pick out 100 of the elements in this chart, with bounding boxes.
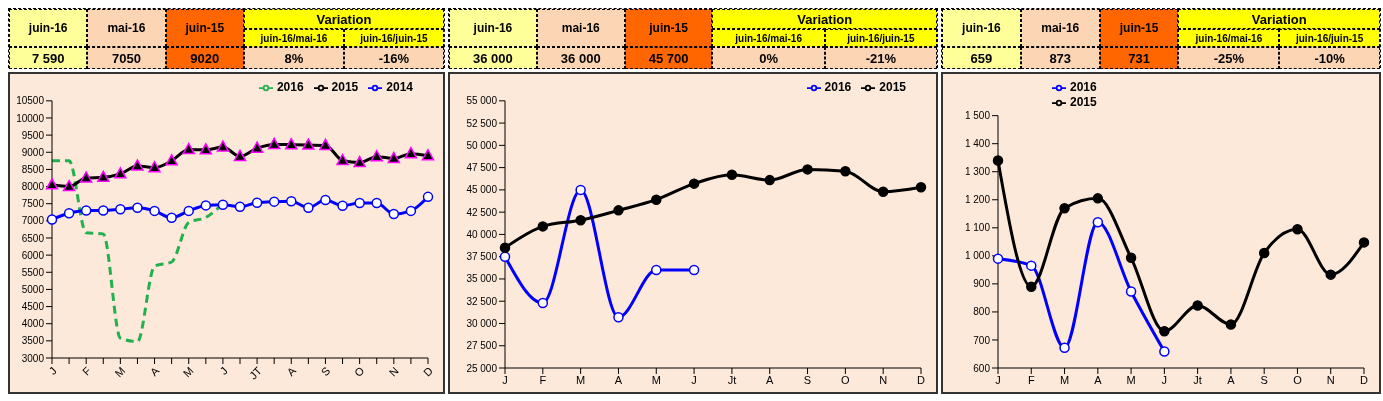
point — [537, 221, 549, 232]
text: 45 700 — [624, 47, 713, 69]
text: juin-16 — [9, 9, 88, 47]
text: juin-16 — [942, 9, 1021, 47]
y-tick-label: 10000 — [16, 112, 45, 124]
point — [234, 201, 246, 213]
x-tick-label: N — [879, 373, 888, 386]
y-tick-label: 25 000 — [466, 362, 498, 374]
text: -10% — [1279, 47, 1380, 69]
point — [387, 151, 401, 164]
y-tick-label: 8000 — [21, 181, 45, 193]
point — [62, 179, 76, 192]
x-tick-label: A — [614, 373, 623, 386]
y-tick-label: 1 000 — [964, 250, 991, 262]
point — [613, 205, 624, 216]
point — [404, 146, 418, 159]
y-tick-label: 37 500 — [466, 251, 498, 263]
point — [992, 253, 1004, 264]
x-tick-label: F — [1027, 373, 1035, 386]
point — [651, 264, 662, 276]
y-tick-label: 47 500 — [466, 162, 498, 174]
legend-label: 2016 — [824, 80, 852, 94]
point — [216, 140, 230, 152]
point — [1358, 237, 1370, 248]
text: -25% — [1178, 47, 1280, 69]
text: 0% — [712, 47, 825, 69]
text: 659 — [942, 47, 1021, 69]
point — [267, 137, 281, 150]
point — [1026, 260, 1037, 271]
point — [370, 149, 383, 162]
text: juin-16/mai-16 — [712, 29, 825, 47]
y-tick-label: 52 500 — [466, 117, 498, 129]
point — [336, 153, 349, 166]
text: juin-16/mai-16 — [243, 29, 344, 47]
point — [1059, 342, 1070, 354]
point — [388, 208, 400, 220]
point — [499, 251, 511, 262]
point — [268, 196, 280, 207]
y-tick-label: 6500 — [21, 232, 45, 244]
point — [320, 194, 331, 206]
text: mai-16 — [1020, 9, 1100, 47]
x-tick-label: J — [502, 373, 508, 386]
x-tick-label: F — [539, 373, 547, 386]
text: Variation — [712, 9, 937, 29]
point — [114, 167, 127, 179]
x-tick-label: O — [841, 373, 851, 386]
x-tick-label: J — [691, 373, 697, 386]
point — [1192, 300, 1203, 311]
point — [79, 171, 93, 183]
y-tick-label: 1 400 — [964, 138, 991, 150]
x-tick-label: M — [1059, 373, 1070, 386]
x-tick-label: A — [766, 373, 775, 386]
x-tick-label: A — [1227, 373, 1236, 386]
x-tick-label: M — [576, 373, 586, 386]
point — [250, 141, 264, 153]
text: -16% — [343, 47, 444, 69]
text: mai-16 — [87, 9, 166, 47]
y-tick-label: 7000 — [21, 215, 45, 227]
y-tick-label: 1 200 — [964, 194, 991, 206]
text: 36 000 — [449, 47, 537, 69]
point — [726, 169, 738, 180]
text: juin-16/juin-15 — [1279, 29, 1380, 47]
y-tick-label: 27 500 — [466, 340, 498, 352]
x-tick-label: M — [1126, 373, 1136, 386]
text: juin-15 — [1099, 9, 1179, 47]
point — [915, 181, 927, 193]
y-tick-label: 3000 — [21, 352, 45, 364]
point — [651, 194, 662, 205]
point — [575, 184, 586, 196]
x-tick-label: S — [318, 364, 333, 379]
x-tick-label: A — [284, 363, 299, 379]
point — [183, 205, 194, 217]
text: mai-16 — [536, 9, 625, 47]
point — [575, 214, 586, 226]
point — [764, 174, 775, 186]
text: juin-16/juin-15 — [343, 29, 444, 47]
point — [165, 154, 178, 166]
point — [217, 199, 229, 210]
x-tick-label: M — [112, 364, 128, 380]
text: 873 — [1020, 47, 1100, 69]
point — [148, 160, 161, 173]
x-tick-label: A — [147, 363, 162, 379]
text: 36 000 — [536, 47, 625, 69]
text: 9020 — [165, 47, 244, 69]
text: 8% — [243, 47, 344, 69]
text: -21% — [824, 47, 937, 69]
y-tick-label: 55 000 — [466, 95, 498, 107]
x-tick-label: S — [803, 373, 812, 386]
point — [46, 214, 58, 225]
text: 731 — [1099, 47, 1179, 69]
point — [45, 178, 59, 190]
x-tick-label: S — [1260, 373, 1268, 386]
text: juin-15 — [624, 9, 713, 47]
y-tick-label: 9000 — [21, 146, 45, 158]
x-tick-label: D — [420, 364, 435, 379]
y-tick-label: 7500 — [21, 198, 45, 210]
y-tick-label: 700 — [973, 334, 991, 346]
x-tick-label: F — [79, 364, 94, 378]
point — [63, 208, 75, 219]
text: juin-16/juin-15 — [824, 29, 937, 47]
